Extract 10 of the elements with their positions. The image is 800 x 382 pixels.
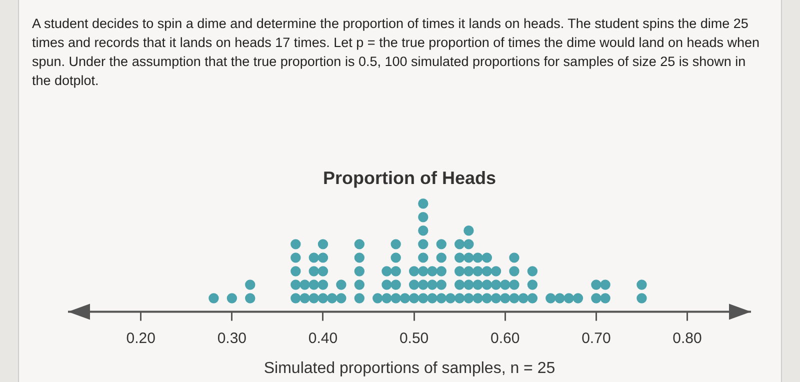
- x-tick-label: 0.30: [217, 330, 247, 347]
- x-tick-label: 0.20: [126, 330, 156, 347]
- chart-title: Proportion of Heads: [322, 168, 496, 188]
- x-tick-label: 0.70: [582, 330, 611, 347]
- x-axis-title: Simulated proportions of samples, n = 25: [264, 360, 556, 377]
- x-tick-label: 0.80: [672, 330, 702, 347]
- x-tick-label: 0.60: [490, 330, 520, 347]
- x-tick-label: 0.40: [308, 330, 338, 347]
- text: A student decides to spin a dime and determine the proportion of times it lands on heads. The student spins the dime 25 times and records that it lands on heads 17 times. Let p = the true proportion of times the dime would land on heads when spun. Under the assumption that the true proportion is 0.5, 100 simulated proportions for samples of size 25 is shown in the dotplot.: [32, 15, 761, 90]
- x-tick-label: 0.50: [399, 330, 429, 347]
